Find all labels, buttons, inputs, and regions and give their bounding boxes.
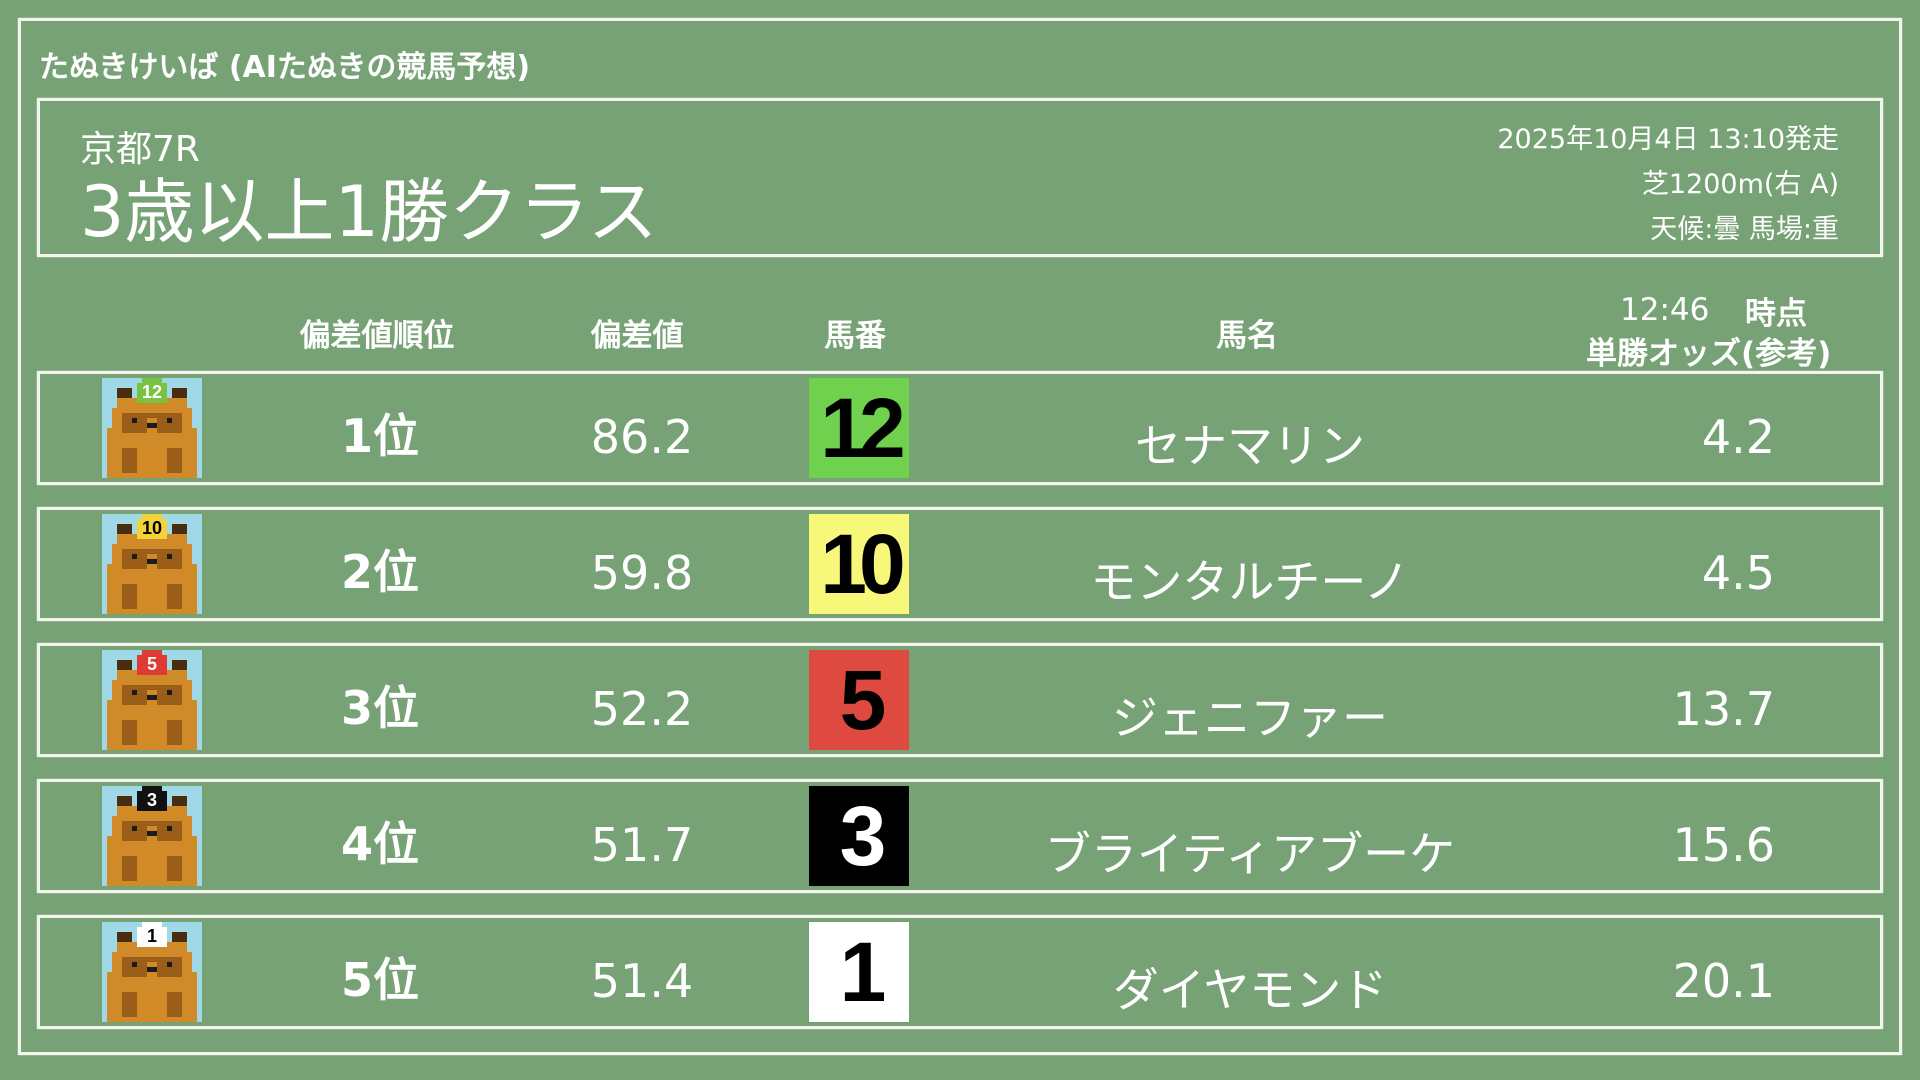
horse-name: モンタルチーノ bbox=[1090, 555, 1410, 609]
deviation-score: 51.7 bbox=[590, 818, 694, 872]
rank: 4位 bbox=[340, 817, 419, 871]
rank: 2位 bbox=[340, 545, 419, 599]
ranking-row: 3 4位 51.7 3 ブライティアブーケ 15.6 bbox=[37, 779, 1883, 893]
col-number: 馬番 bbox=[824, 318, 886, 354]
horse-number-badge: 1 bbox=[809, 922, 909, 1022]
horse-name: ブライティアブーケ bbox=[1044, 827, 1456, 881]
win-odds: 4.2 bbox=[1701, 410, 1775, 464]
horse-number-badge: 12 bbox=[809, 378, 909, 478]
ranking-row: 12 1位 86.2 12 セナマリン 4.2 bbox=[37, 371, 1883, 485]
win-odds: 15.6 bbox=[1672, 818, 1775, 872]
horse-number-badge: 3 bbox=[809, 786, 909, 886]
horse-number-badge: 10 bbox=[809, 514, 909, 614]
rank: 1位 bbox=[340, 409, 419, 463]
horse-name: ダイヤモンド bbox=[1112, 963, 1388, 1017]
col-rank: 偏差値順位 bbox=[299, 318, 455, 354]
ranking-row: 1 5位 51.4 1 ダイヤモンド 20.1 bbox=[37, 915, 1883, 1029]
svg-text:12: 12 bbox=[142, 382, 162, 402]
col-score: 偏差値 bbox=[590, 318, 684, 354]
rank: 5位 bbox=[340, 953, 419, 1007]
horse-name: セナマリン bbox=[1135, 419, 1365, 473]
board-frame bbox=[18, 18, 1902, 1055]
app-title: たぬきけいば (AIたぬきの競馬予想) bbox=[39, 50, 531, 85]
tanuki-avatar-icon: 10 bbox=[102, 514, 202, 614]
win-odds: 13.7 bbox=[1672, 682, 1775, 736]
col-odds: 単勝オッズ(参考) bbox=[1586, 336, 1832, 372]
deviation-score: 86.2 bbox=[590, 410, 694, 464]
deviation-score: 52.2 bbox=[590, 682, 694, 736]
horse-number-badge: 5 bbox=[809, 650, 909, 750]
race-venue: 京都7R bbox=[80, 129, 200, 170]
ranking-row: 5 3位 52.2 5 ジェニファー 13.7 bbox=[37, 643, 1883, 757]
deviation-score: 59.8 bbox=[590, 546, 694, 600]
svg-text:5: 5 bbox=[147, 654, 157, 674]
ranking-row: 10 2位 59.8 10 モンタルチーノ 4.5 bbox=[37, 507, 1883, 621]
race-course: 芝1200m(右 A) bbox=[1641, 169, 1839, 200]
race-name: 3歳以上1勝クラス bbox=[80, 171, 658, 253]
svg-text:1: 1 bbox=[147, 926, 157, 946]
deviation-score: 51.4 bbox=[590, 954, 694, 1008]
win-odds: 20.1 bbox=[1672, 954, 1775, 1008]
race-header bbox=[37, 98, 1883, 257]
tanuki-avatar-icon: 1 bbox=[102, 922, 202, 1022]
svg-text:3: 3 bbox=[147, 790, 157, 810]
win-odds: 4.5 bbox=[1701, 546, 1775, 600]
tanuki-avatar-icon: 3 bbox=[102, 786, 202, 886]
svg-text:10: 10 bbox=[142, 518, 162, 538]
race-datetime: 2025年10月4日 13:10発走 bbox=[1497, 124, 1839, 155]
odds-time: 12:46 bbox=[1620, 292, 1710, 328]
horse-name: ジェニファー bbox=[1112, 691, 1388, 745]
tanuki-avatar-icon: 12 bbox=[102, 378, 202, 478]
col-name: 馬名 bbox=[1216, 318, 1278, 354]
race-conditions: 天候:曇 馬場:重 bbox=[1650, 214, 1839, 245]
odds-time-suffix: 時点 bbox=[1745, 296, 1807, 332]
tanuki-avatar-icon: 5 bbox=[102, 650, 202, 750]
rank: 3位 bbox=[340, 681, 419, 735]
